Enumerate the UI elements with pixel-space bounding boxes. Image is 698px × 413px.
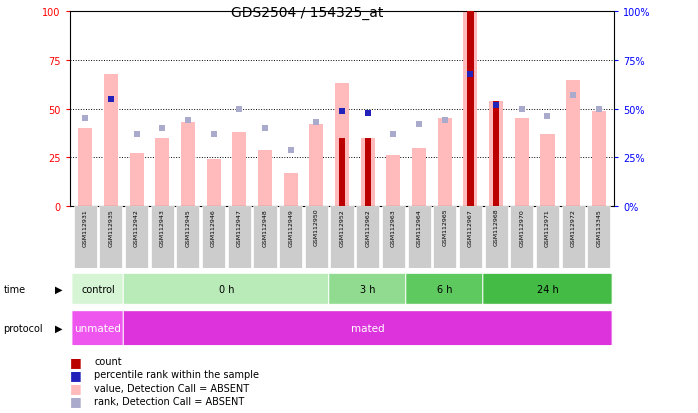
Bar — [540, 135, 554, 206]
FancyBboxPatch shape — [329, 273, 407, 305]
Text: GSM112971: GSM112971 — [545, 208, 550, 246]
FancyBboxPatch shape — [459, 206, 482, 268]
FancyBboxPatch shape — [330, 206, 354, 268]
Text: time: time — [3, 284, 26, 294]
Bar — [207, 160, 221, 206]
Text: mated: mated — [351, 323, 385, 333]
Bar — [181, 123, 195, 206]
Bar — [130, 154, 144, 206]
Text: control: control — [81, 284, 115, 294]
Text: GSM112949: GSM112949 — [288, 208, 293, 246]
Text: ▶: ▶ — [55, 284, 63, 294]
FancyBboxPatch shape — [483, 273, 612, 305]
Bar — [78, 129, 92, 206]
FancyBboxPatch shape — [433, 206, 456, 268]
Text: GSM112967: GSM112967 — [468, 208, 473, 246]
Bar — [232, 133, 246, 206]
Text: GDS2504 / 154325_at: GDS2504 / 154325_at — [231, 6, 383, 20]
Text: GSM112972: GSM112972 — [571, 208, 576, 246]
Text: GSM112945: GSM112945 — [186, 208, 191, 246]
Bar — [566, 80, 580, 206]
Text: GSM112943: GSM112943 — [160, 208, 165, 246]
FancyBboxPatch shape — [72, 311, 124, 346]
Text: ▶: ▶ — [55, 323, 63, 333]
Text: unmated: unmated — [75, 323, 121, 333]
FancyBboxPatch shape — [202, 206, 225, 268]
Text: ■: ■ — [70, 355, 82, 368]
Text: GSM112968: GSM112968 — [493, 208, 498, 246]
FancyBboxPatch shape — [177, 206, 200, 268]
Bar — [412, 148, 426, 206]
FancyBboxPatch shape — [408, 206, 431, 268]
Bar — [386, 156, 401, 206]
Bar — [155, 139, 170, 206]
FancyBboxPatch shape — [382, 206, 405, 268]
Text: GSM112950: GSM112950 — [314, 208, 319, 246]
FancyBboxPatch shape — [124, 311, 612, 346]
Text: rank, Detection Call = ABSENT: rank, Detection Call = ABSENT — [94, 396, 244, 406]
Text: GSM112931: GSM112931 — [82, 208, 88, 246]
Text: GSM112952: GSM112952 — [339, 208, 345, 246]
FancyBboxPatch shape — [356, 206, 379, 268]
Text: percentile rank within the sample: percentile rank within the sample — [94, 370, 259, 380]
Text: ■: ■ — [70, 368, 82, 381]
FancyBboxPatch shape — [74, 206, 97, 268]
Text: value, Detection Call = ABSENT: value, Detection Call = ABSENT — [94, 383, 249, 393]
Text: GSM112935: GSM112935 — [108, 208, 113, 246]
Text: GSM112946: GSM112946 — [211, 208, 216, 246]
Text: 0 h: 0 h — [218, 284, 235, 294]
FancyBboxPatch shape — [587, 206, 610, 268]
Text: GSM112964: GSM112964 — [417, 208, 422, 246]
Text: GSM112942: GSM112942 — [134, 208, 139, 246]
FancyBboxPatch shape — [562, 206, 585, 268]
Text: GSM112970: GSM112970 — [519, 208, 524, 246]
Bar — [283, 173, 298, 206]
FancyBboxPatch shape — [279, 206, 302, 268]
Text: GSM112963: GSM112963 — [391, 208, 396, 246]
Bar — [438, 119, 452, 206]
FancyBboxPatch shape — [228, 206, 251, 268]
FancyBboxPatch shape — [125, 206, 148, 268]
Text: 24 h: 24 h — [537, 284, 558, 294]
Text: count: count — [94, 356, 122, 366]
FancyBboxPatch shape — [510, 206, 533, 268]
Bar — [493, 102, 499, 206]
Bar — [339, 139, 346, 206]
Text: protocol: protocol — [3, 323, 43, 333]
FancyBboxPatch shape — [253, 206, 276, 268]
Bar — [258, 150, 272, 206]
Text: GSM112947: GSM112947 — [237, 208, 242, 246]
Bar — [489, 102, 503, 206]
Text: ■: ■ — [70, 381, 82, 394]
Bar — [467, 12, 474, 206]
Bar — [104, 74, 118, 206]
FancyBboxPatch shape — [536, 206, 559, 268]
Text: GSM112962: GSM112962 — [365, 208, 370, 246]
Bar — [335, 84, 349, 206]
Text: 3 h: 3 h — [360, 284, 376, 294]
FancyBboxPatch shape — [484, 206, 507, 268]
Text: GSM113345: GSM113345 — [596, 208, 602, 246]
Text: GSM112948: GSM112948 — [262, 208, 267, 246]
FancyBboxPatch shape — [406, 273, 484, 305]
Text: GSM112965: GSM112965 — [443, 208, 447, 246]
Bar — [463, 12, 477, 206]
Bar — [309, 125, 323, 206]
Bar — [361, 139, 375, 206]
Bar — [592, 112, 606, 206]
Text: 6 h: 6 h — [437, 284, 452, 294]
FancyBboxPatch shape — [151, 206, 174, 268]
Bar — [514, 119, 529, 206]
Bar — [364, 139, 371, 206]
FancyBboxPatch shape — [72, 273, 124, 305]
FancyBboxPatch shape — [99, 206, 122, 268]
FancyBboxPatch shape — [124, 273, 329, 305]
FancyBboxPatch shape — [305, 206, 328, 268]
Text: ■: ■ — [70, 394, 82, 408]
